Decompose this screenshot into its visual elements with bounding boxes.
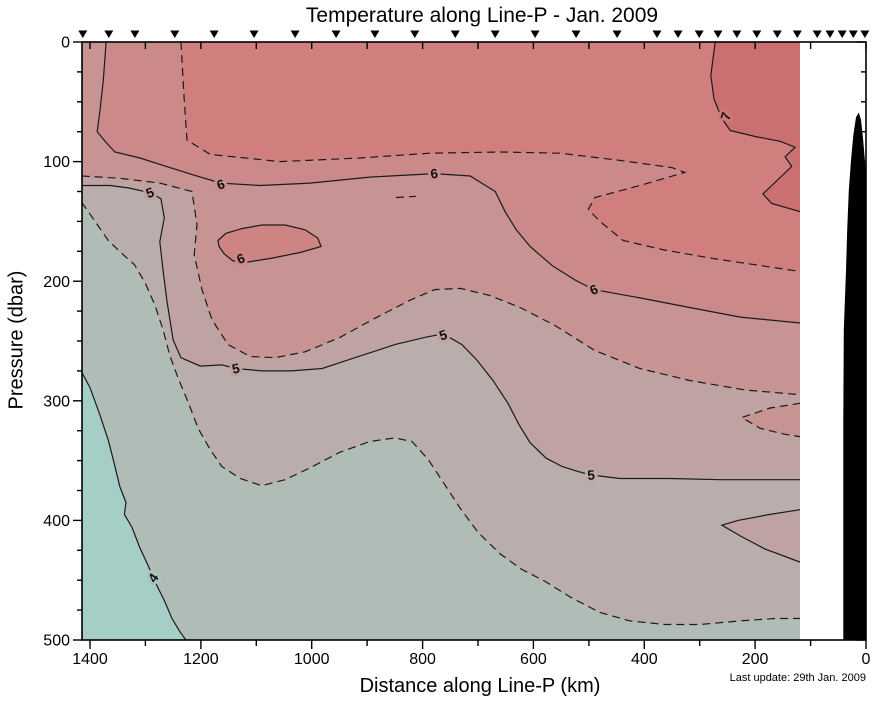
contour-6.5-fragment	[395, 195, 416, 199]
contour-4.5	[82, 201, 800, 626]
y-tick-label: 200	[43, 274, 70, 291]
station-triangle-icon	[130, 30, 140, 38]
contour-7	[710, 42, 800, 213]
station-triangle-icon	[331, 30, 341, 38]
station-triangle-icon	[490, 30, 500, 38]
station-triangle-icon	[812, 30, 822, 38]
station-triangle-icon	[825, 30, 835, 38]
station-triangle-icon	[860, 30, 870, 38]
axis-ticks	[73, 41, 867, 649]
contour-6	[96, 42, 800, 324]
tick-labels: 1400 1200 1000 800 600 400 200 0 0 100 200 300 400 50…	[43, 35, 870, 668]
station-triangle-icon	[792, 30, 802, 38]
station-triangle-icon	[612, 30, 622, 38]
station-triangle-icon	[571, 30, 581, 38]
x-tick-label: 1200	[183, 651, 219, 668]
y-tick-label: 300	[43, 393, 70, 410]
x-tick-label: 0	[862, 651, 871, 668]
station-triangle-icon	[78, 30, 88, 38]
x-tick-label: 1000	[294, 651, 330, 668]
last-update-note: Last update: 29th Jan. 2009	[729, 672, 866, 684]
station-triangle-icon	[290, 30, 300, 38]
station-triangle-icon	[772, 30, 782, 38]
contour-5	[82, 184, 800, 481]
station-triangle-icon	[209, 30, 219, 38]
station-triangle-icon	[530, 30, 540, 38]
station-triangle-icon	[170, 30, 180, 38]
station-triangle-icon	[104, 30, 114, 38]
contour-5.5	[82, 175, 800, 396]
x-tick-label: 1400	[72, 651, 108, 668]
x-tick-label: 800	[409, 651, 436, 668]
contour-5.5-tongue	[740, 402, 800, 438]
contour-6.5	[180, 42, 800, 273]
station-triangle-icon	[652, 30, 662, 38]
contour-lines	[82, 42, 800, 640]
y-axis-label: Pressure (dbar)	[5, 270, 28, 410]
contour-6-island	[217, 224, 322, 263]
station-triangle-icon	[370, 30, 380, 38]
x-tick-label: 400	[631, 651, 658, 668]
station-triangle-icon	[713, 30, 723, 38]
station-markers	[78, 30, 870, 38]
x-axis-label: Distance along Line-P (km)	[359, 675, 601, 697]
station-triangle-icon	[732, 30, 742, 38]
station-triangle-icon	[694, 30, 704, 38]
temperature-band-fills	[82, 42, 800, 640]
y-tick-label: 500	[43, 633, 70, 650]
station-triangle-icon	[848, 30, 858, 38]
station-triangle-icon	[752, 30, 762, 38]
station-triangle-icon	[673, 30, 683, 38]
station-triangle-icon	[450, 30, 460, 38]
bathymetry-silhouette	[843, 112, 866, 640]
y-tick-label: 100	[43, 154, 70, 171]
x-tick-label: 200	[742, 651, 769, 668]
contour-5-tongue	[720, 509, 800, 563]
station-triangle-icon	[837, 30, 847, 38]
contour-4	[82, 371, 187, 640]
y-tick-label: 0	[61, 35, 70, 52]
y-tick-label: 400	[43, 513, 70, 530]
station-triangle-icon	[410, 30, 420, 38]
station-triangle-icon	[249, 30, 259, 38]
x-tick-label: 600	[520, 651, 547, 668]
figure-title: Temperature along Line-P - Jan. 2009	[305, 4, 659, 27]
